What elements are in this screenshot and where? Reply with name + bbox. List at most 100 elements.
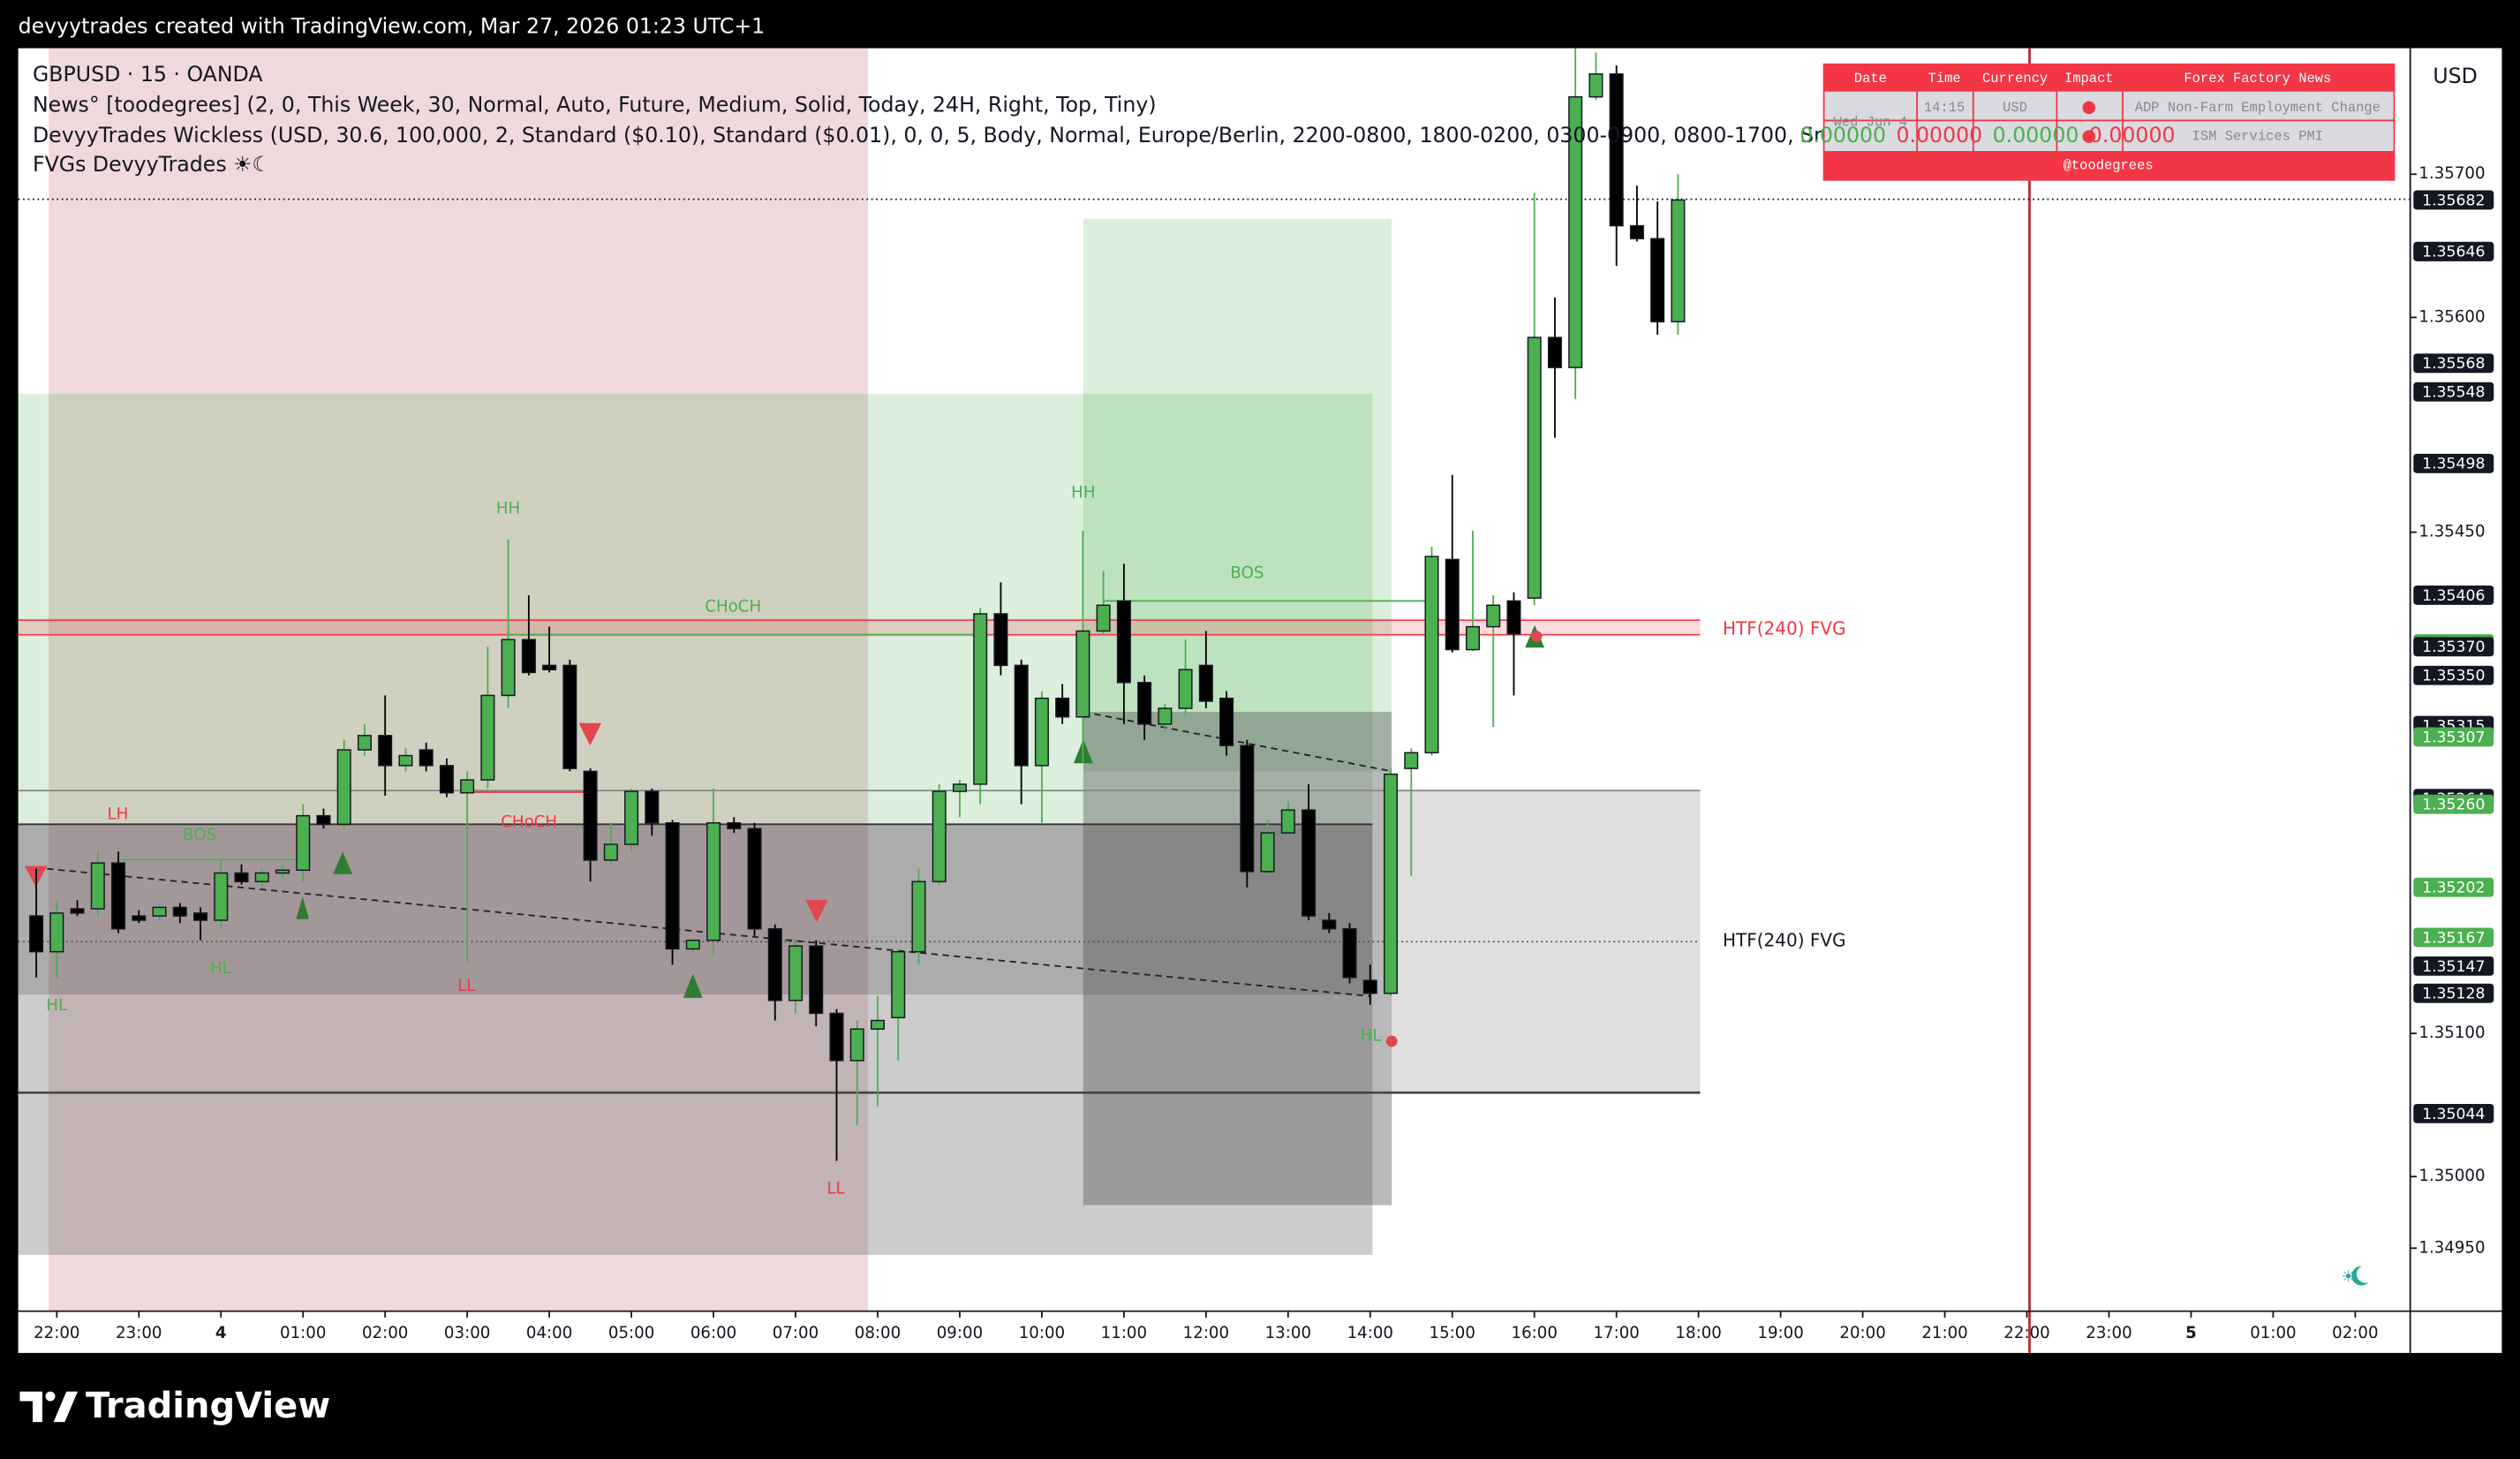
structure-label: HL [1361, 1027, 1383, 1046]
x-tick-label: 22:00 [34, 1324, 79, 1342]
price-tag [2413, 353, 2494, 374]
candle-body [706, 822, 721, 941]
price-tag-label: 1.35202 [2422, 880, 2485, 897]
candle-body [378, 735, 393, 767]
candle-body [973, 613, 988, 785]
zones [18, 48, 2411, 1353]
candle-body [460, 779, 475, 794]
candle-body [1547, 336, 1562, 368]
candle-body [747, 828, 762, 930]
candle-body [49, 912, 64, 953]
candle-body [275, 869, 290, 874]
sun-icon: ☀ [2341, 1267, 2355, 1286]
candle-body [603, 843, 618, 861]
price-tag [2413, 637, 2494, 657]
candle-body [542, 664, 557, 670]
range-zone [1083, 218, 1392, 772]
indicator-label: FVGs DevyyTrades ☀☾ [33, 152, 271, 177]
candle-body [727, 822, 742, 829]
session-zone [49, 48, 869, 1312]
candle-body [1588, 73, 1603, 98]
x-tick-label: 07:00 [773, 1324, 819, 1342]
candle-body [1527, 336, 1542, 599]
brand-logo: TradingView [19, 1386, 330, 1426]
candle-body [952, 783, 967, 792]
price-tag-label: 1.35167 [2422, 929, 2485, 947]
x-tick-label: 13:00 [1265, 1324, 1311, 1342]
x-tick-label: 09:00 [937, 1324, 983, 1342]
y-tick-label: 1.35100 [2418, 1024, 2485, 1042]
candle-body [1629, 224, 1644, 239]
candle-body [645, 790, 660, 824]
candle-body [398, 754, 413, 767]
candle-body [1137, 682, 1152, 725]
candle-body [1055, 697, 1070, 718]
trend-line [35, 866, 1371, 997]
indicator-value: 0.00000 [1799, 123, 1886, 147]
axes: 1.34950 1.35000 1.35100 1.35450 1.35600 1.357… [34, 164, 2494, 1342]
bull-marker [333, 851, 353, 874]
price-tag [2413, 453, 2494, 473]
candle-body [29, 915, 44, 953]
candle-body [254, 872, 269, 882]
cell: ADP Non-Farm Employment Change [2135, 100, 2380, 116]
candle-body [70, 908, 85, 914]
price-tag-label: 1.35350 [2422, 668, 2485, 685]
candle-body [809, 945, 824, 1015]
candle-body [1158, 707, 1173, 725]
price-tag [2413, 927, 2494, 948]
candle-body [172, 906, 187, 917]
candle-body [849, 1028, 864, 1062]
candle-body [192, 912, 208, 921]
candle-body [316, 814, 331, 826]
structure-label: HL [210, 959, 232, 978]
candle-body [1301, 809, 1317, 917]
column-header: Date [1854, 71, 1887, 87]
candle-body [357, 735, 372, 751]
y-tick-label: 1.35450 [2418, 523, 2485, 541]
candle-body [234, 872, 249, 882]
range-zone [18, 393, 1373, 825]
candle-body [336, 749, 351, 826]
price-tag [2413, 983, 2494, 1003]
x-tick-label: 06:00 [690, 1324, 736, 1342]
candle-body [132, 915, 147, 921]
cell: Wed Jun 4 [1834, 114, 1907, 130]
event-dot [1385, 1035, 1398, 1047]
candle-body [1506, 600, 1521, 635]
x-tick-label: 14:00 [1347, 1324, 1393, 1342]
price-tag [2413, 727, 2494, 747]
bear-marker [578, 722, 602, 746]
x-tick-label: 17:00 [1593, 1324, 1639, 1342]
price-tag-label: 1.35682 [2422, 192, 2485, 209]
structure-label: CHoCH [705, 598, 761, 616]
y-tick-label: 1.34950 [2418, 1238, 2485, 1257]
candle-body [891, 950, 906, 1018]
x-tick-label: 21:00 [1921, 1324, 1967, 1342]
price-tag-label: 1.35498 [2422, 456, 2485, 473]
candle-body [1609, 73, 1624, 227]
candle-body [1568, 95, 1583, 368]
range-zone [18, 824, 1373, 995]
candle-body [1342, 927, 1357, 979]
x-tick-label: 23:00 [116, 1324, 162, 1342]
candle-body [521, 639, 536, 674]
structure-label: HH [1071, 484, 1095, 503]
y-tick-label: 1.35600 [2418, 307, 2485, 326]
table-footer [1823, 151, 2395, 180]
x-tick-label: 4 [215, 1324, 227, 1342]
event-dot [1530, 631, 1543, 642]
cell: ISM Services PMI [2192, 129, 2323, 145]
candle-body [111, 862, 126, 930]
logo-mark [53, 1391, 78, 1423]
candle-body [1034, 697, 1049, 767]
price-tag-label: 1.35147 [2422, 958, 2485, 976]
column-header: Forex Factory News [2184, 71, 2331, 87]
chart-pane [18, 48, 2502, 1353]
x-tick-label: 11:00 [1101, 1324, 1147, 1342]
structure-label: LL [457, 977, 476, 995]
y-tick-label: 1.35000 [2418, 1167, 2485, 1185]
indicator-value: 0.00000 [2089, 123, 2176, 147]
